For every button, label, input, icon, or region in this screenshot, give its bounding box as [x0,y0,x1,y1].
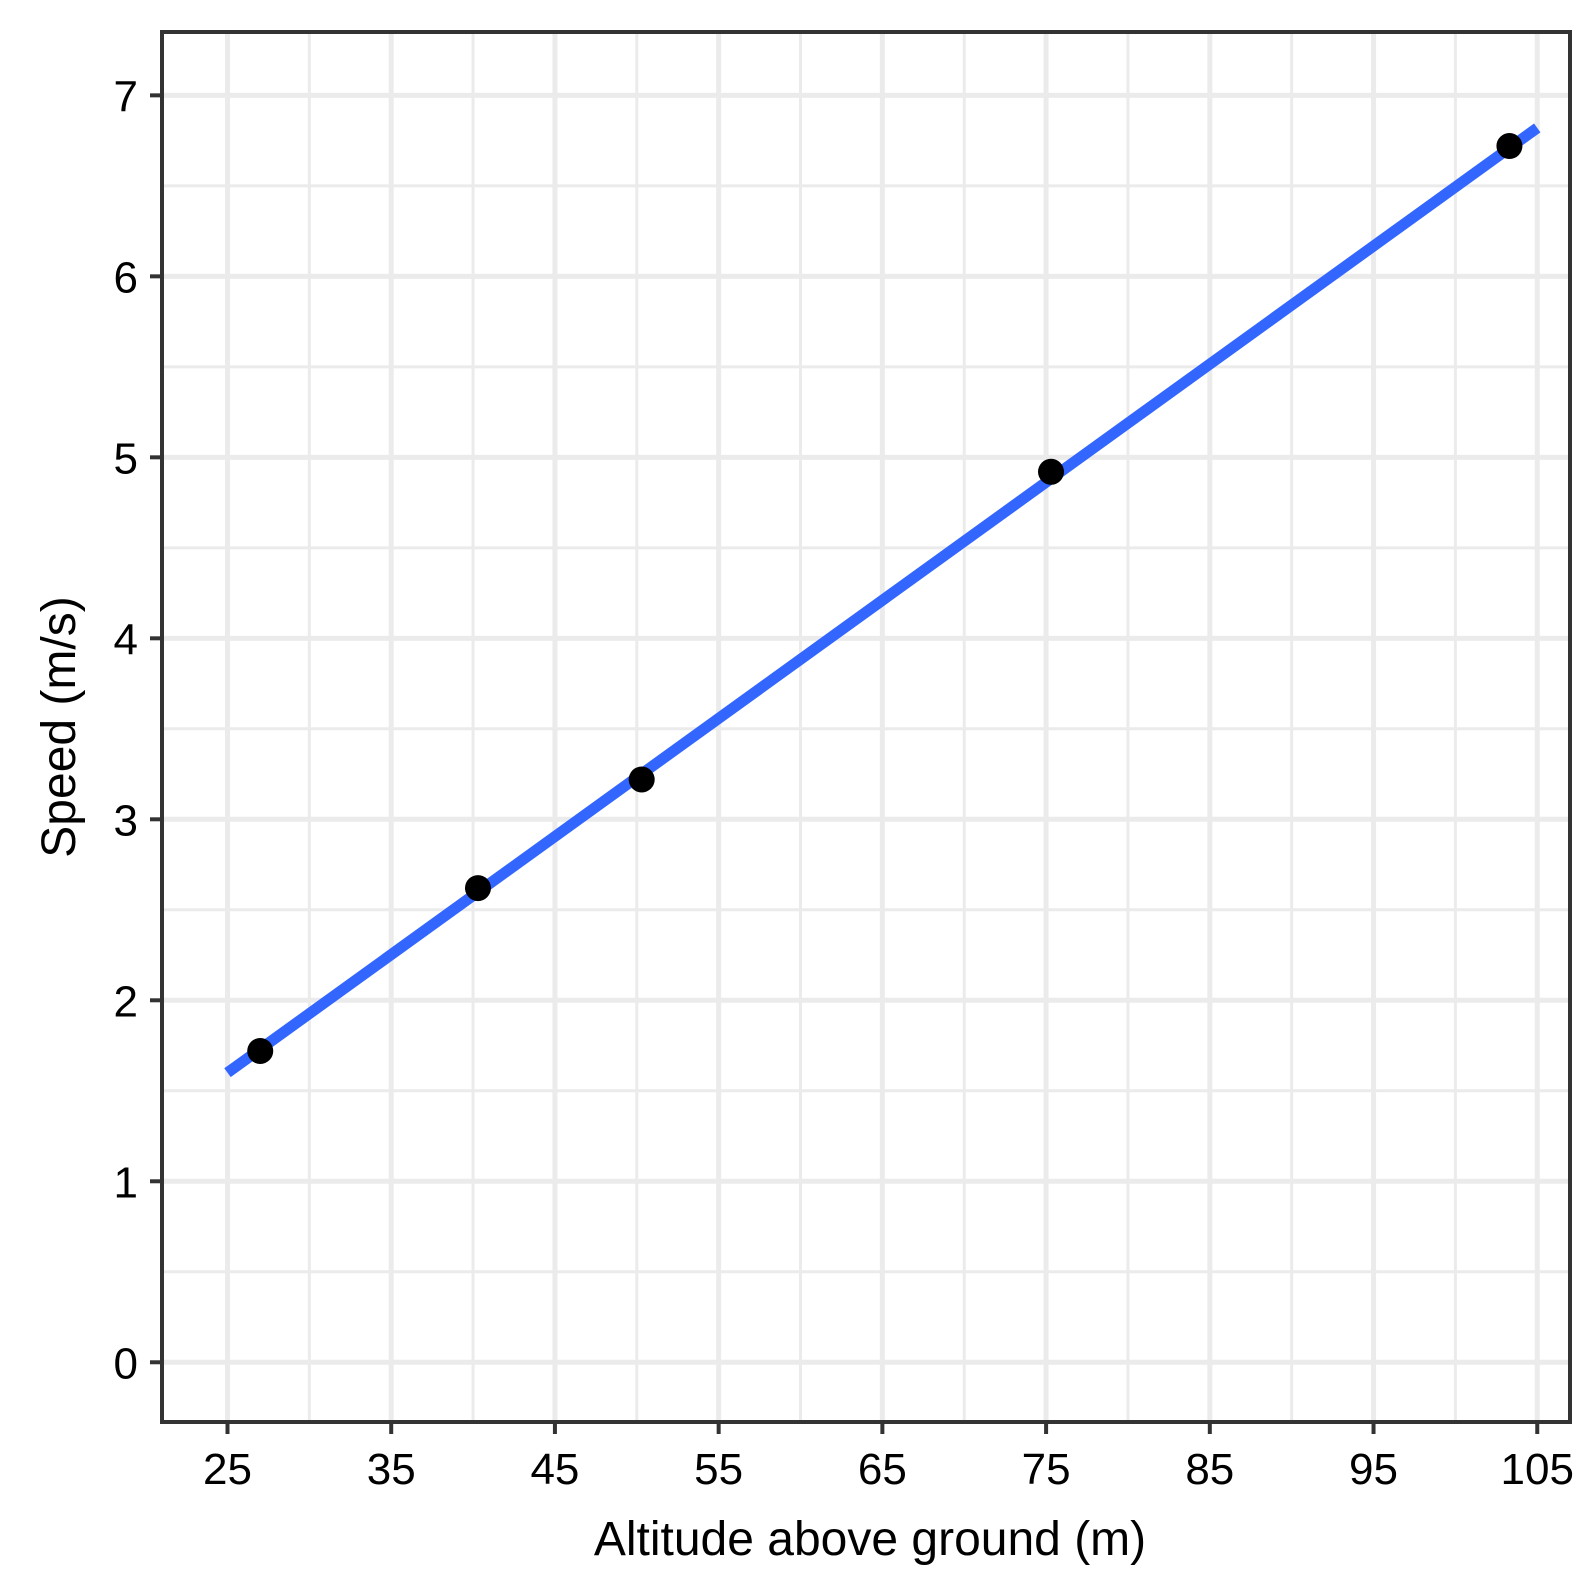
x-tick-label: 45 [530,1445,579,1494]
y-tick-label: 2 [114,977,138,1026]
series [224,123,1541,1078]
y-tick-label: 5 [114,434,138,483]
x-axis-title: Altitude above ground (m) [594,1513,1146,1566]
y-axis-title: Speed (m/s) [33,596,86,857]
x-tick-label: 25 [203,1445,252,1494]
y-tick-label: 3 [114,796,138,845]
x-tick-label: 85 [1185,1445,1234,1494]
data-point [247,1037,274,1064]
x-tick-label: 65 [858,1445,907,1494]
y-tick-label: 4 [114,615,138,664]
data-point [628,766,655,793]
y-tick-label: 0 [114,1339,138,1388]
x-tick-label: 105 [1501,1445,1574,1494]
panel-border [160,30,1572,1424]
x-tick-label: 35 [367,1445,416,1494]
y-tick-label: 1 [114,1158,138,1207]
y-tick-label: 6 [114,253,138,302]
y-tick-label: 7 [114,72,138,121]
x-tick-label: 75 [1022,1445,1071,1494]
trend-line [224,123,1541,1078]
x-tick-label: 95 [1349,1445,1398,1494]
data-point [464,875,491,902]
grid [162,32,1570,1422]
data-point [1038,458,1065,485]
x-tick-label: 55 [694,1445,743,1494]
data-point [1496,133,1523,160]
